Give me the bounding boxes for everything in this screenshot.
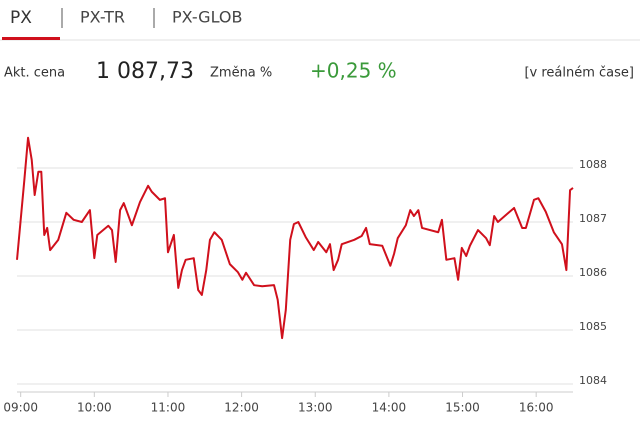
y-tick-label: 1085 [579, 320, 607, 333]
change-label: Změna % [210, 66, 272, 81]
price: 1 087,73 [96, 59, 194, 84]
y-tick-label: 1084 [579, 374, 607, 387]
x-tick-label: 10:00 [77, 401, 112, 415]
x-tick-label: 11:00 [151, 401, 186, 415]
tab[interactable]: PX-GLOB [172, 8, 242, 27]
y-tick-label: 1087 [579, 212, 607, 225]
change: +0,25 % [310, 59, 397, 83]
tab[interactable]: PX-TR [80, 8, 125, 27]
price-line [16, 136, 574, 340]
x-tick-label: 14:00 [372, 401, 407, 415]
x-tick-label: 16:00 [519, 401, 554, 415]
realtime-note: [v reálném čase] [524, 66, 634, 81]
x-tick-label: 15:00 [445, 401, 480, 415]
x-tick-label: 13:00 [298, 401, 333, 415]
price-label: Akt. cena [4, 66, 65, 81]
x-tick-label: 09:00 [3, 401, 38, 415]
chart: 1084 1085 1086 1087 1088 09:00 10:00 11:00 12:00… [3, 136, 607, 415]
y-tick-label: 1086 [579, 266, 607, 279]
tab[interactable]: PX [10, 8, 32, 28]
active-tab-indicator [2, 37, 60, 40]
y-tick-label: 1088 [579, 158, 607, 171]
x-tick-label: 12:00 [224, 401, 259, 415]
